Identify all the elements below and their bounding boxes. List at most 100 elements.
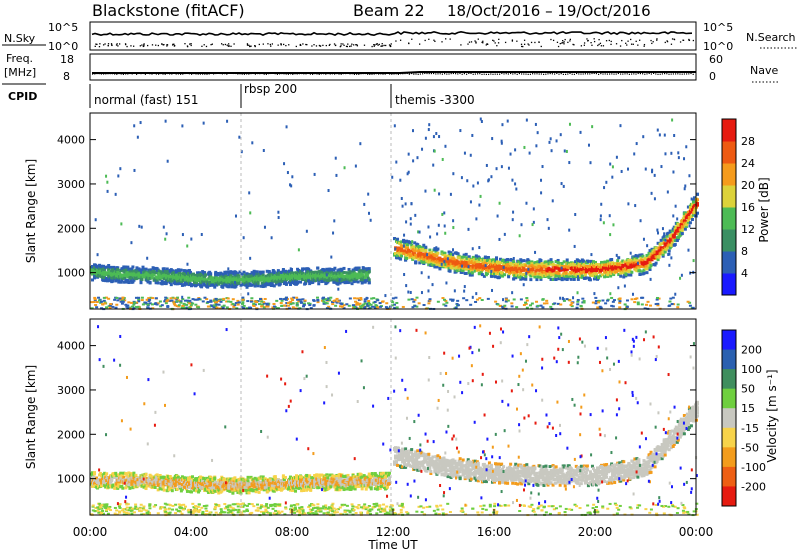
scatter-cell	[131, 280, 135, 284]
scatter-cell	[564, 275, 568, 279]
scatter-cell	[480, 273, 484, 277]
scatter-cell	[654, 303, 658, 306]
nave-point	[547, 73, 549, 75]
scatter-cell	[121, 273, 125, 277]
nave-point	[598, 73, 600, 75]
nave-point	[318, 73, 320, 75]
nsearch-point	[619, 45, 622, 47]
scatter-cell	[219, 300, 223, 303]
nave-point	[100, 73, 102, 75]
scatter-cell	[291, 306, 295, 309]
scatter-cell	[681, 225, 685, 229]
scatter-cell	[628, 259, 632, 263]
scatter-cell	[340, 269, 344, 273]
scatter-cell	[619, 268, 623, 272]
scatter-cell	[653, 250, 657, 254]
scatter-cell	[580, 274, 584, 278]
scatter-cell	[423, 252, 427, 256]
scatter-cell	[645, 253, 649, 257]
scatter-cell	[441, 157, 444, 161]
scatter-cell	[216, 299, 220, 302]
nsearch-point	[130, 45, 132, 47]
nave-point	[270, 72, 272, 75]
nave-point	[593, 72, 595, 75]
scatter-cell	[527, 267, 530, 271]
nave-point	[646, 73, 648, 75]
scatter-cell	[591, 301, 595, 304]
scatter-cell	[222, 273, 226, 277]
scatter-cell	[277, 210, 280, 214]
freq-tick-bottom: 8	[63, 70, 70, 83]
scatter-cell	[337, 268, 341, 272]
scatter-cell	[427, 289, 430, 293]
scatter-cell	[246, 300, 250, 303]
nsearch-point	[115, 44, 118, 46]
scatter-cell	[164, 296, 168, 299]
scatter-cell	[635, 256, 639, 260]
scatter-cell	[328, 274, 332, 278]
nave-point	[151, 73, 153, 75]
scatter-cell	[99, 301, 103, 304]
scatter-cell	[655, 253, 659, 257]
scatter-cell	[647, 258, 651, 262]
scatter-cell	[446, 257, 449, 261]
scatter-cell	[199, 283, 203, 287]
scatter-cell	[182, 269, 186, 273]
nave-point	[540, 73, 542, 75]
scatter-cell	[682, 215, 686, 219]
scatter-cell	[627, 202, 630, 206]
scatter-cell	[351, 268, 355, 272]
nave-point	[413, 73, 415, 75]
power-scatter	[90, 117, 699, 311]
scatter-cell	[178, 300, 182, 303]
nsearch-point	[520, 43, 523, 45]
scatter-cell	[356, 280, 360, 284]
nave-point	[582, 73, 584, 75]
scatter-cell	[541, 298, 545, 301]
scatter-cell	[252, 302, 256, 305]
scatter-cell	[684, 224, 688, 228]
scatter-cell	[480, 268, 484, 272]
scatter-cell	[657, 297, 661, 300]
scatter-cell	[108, 275, 112, 279]
scatter-cell	[428, 123, 431, 127]
scatter-cell	[549, 277, 553, 281]
scatter-cell	[170, 299, 174, 302]
scatter-cell	[421, 255, 425, 259]
scatter-cell	[221, 274, 225, 278]
nave-point	[316, 73, 318, 75]
nave-point	[349, 73, 351, 75]
scatter-cell	[551, 277, 554, 281]
scatter-cell	[512, 260, 516, 264]
scatter-cell	[498, 201, 501, 205]
nave-point	[237, 73, 239, 75]
freq-line	[92, 71, 696, 74]
scatter-cell	[390, 304, 394, 307]
scatter-cell	[317, 282, 321, 286]
scatter-cell	[670, 303, 674, 306]
nsearch-point	[351, 43, 353, 45]
nsearch-point	[470, 41, 473, 43]
scatter-cell	[201, 300, 205, 303]
scatter-cell	[367, 192, 370, 196]
scatter-cell	[187, 268, 191, 272]
scatter-cell	[256, 281, 260, 285]
scatter-cell	[106, 189, 109, 193]
scatter-cell	[616, 259, 620, 263]
scatter-cell	[294, 307, 298, 310]
scatter-cell	[547, 226, 550, 230]
scatter-cell	[424, 245, 428, 249]
scatter-cell	[599, 274, 603, 278]
scatter-cell	[131, 305, 135, 308]
scatter-cell	[242, 236, 245, 240]
scatter-cell	[234, 275, 238, 279]
scatter-cell	[138, 268, 142, 272]
nave-point	[160, 72, 162, 75]
scatter-cell	[354, 279, 358, 283]
scatter-cell	[462, 253, 466, 257]
scatter-cell	[136, 305, 140, 308]
scatter-cell	[491, 258, 495, 262]
scatter-cell	[514, 148, 517, 152]
nsearch-point	[211, 43, 214, 45]
